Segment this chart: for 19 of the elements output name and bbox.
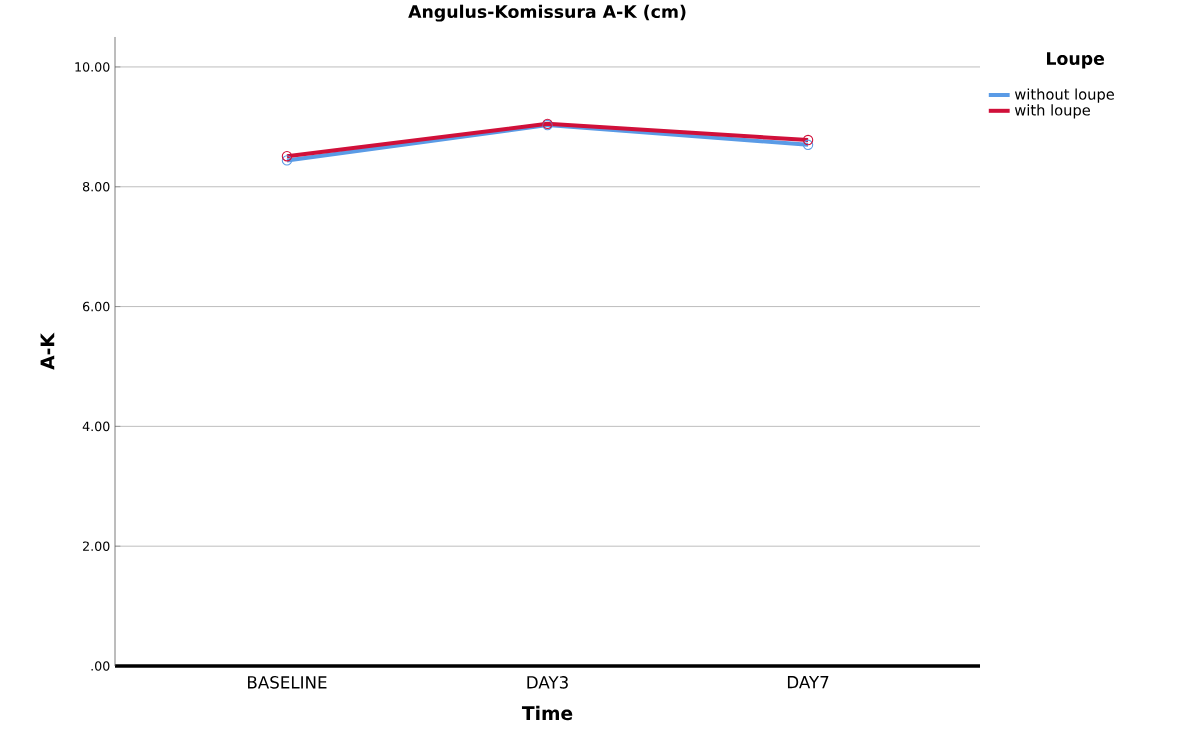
y-tick-label: .00 — [91, 661, 110, 671]
point — [281, 150, 293, 162]
point — [802, 139, 814, 151]
legend-label: without loupe — [1014, 88, 1115, 103]
x-axis-title: Time — [521, 705, 573, 721]
legend-title: Loupe — [1047, 52, 1105, 69]
y-tick-label: 6.00 — [82, 301, 110, 312]
point — [281, 155, 293, 166]
x-tick-label: BASELINE — [248, 676, 327, 689]
legend-label: with loupe — [1014, 104, 1090, 119]
point — [802, 134, 814, 146]
y-tick-label: 2.00 — [83, 541, 110, 551]
x-tick-label: DAY7 — [787, 676, 829, 689]
x-tick-label: DAY3 — [527, 676, 568, 689]
chart-title: Angulus-Komissura A-K (cm) — [408, 4, 686, 22]
y-tick-label: 4.00 — [82, 421, 110, 432]
y-axis-title: A-K — [40, 332, 55, 370]
y-tick-label: 10.00 — [75, 62, 110, 72]
y-tick-label: 8.00 — [82, 181, 110, 192]
